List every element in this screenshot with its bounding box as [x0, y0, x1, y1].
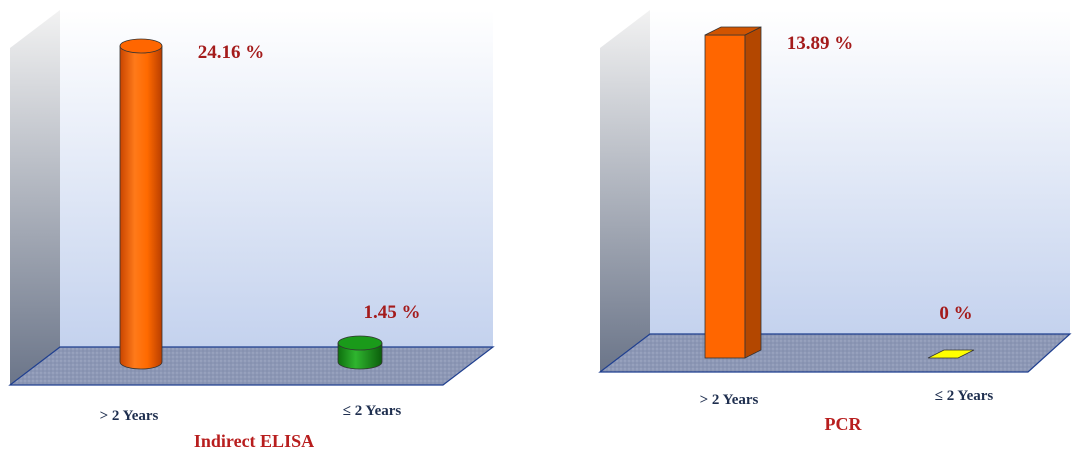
pcr-bar-top-2: [927, 349, 975, 359]
pcr-value-label-1: 13.89 %: [787, 33, 854, 54]
elisa-bar-top-1: [119, 38, 163, 54]
pcr-bar-side-1: [744, 26, 762, 359]
elisa-bar-top-2: [337, 335, 383, 351]
pcr-bar-1: [704, 34, 746, 359]
pcr-chart-frame: [598, 10, 1072, 373]
elisa-value-label-1: 24.16 %: [198, 42, 265, 63]
elisa-category-label-1: > 2 Years: [100, 408, 159, 424]
pcr-category-label-1: > 2 Years: [700, 392, 759, 408]
pcr-bar-top-1: [704, 26, 762, 36]
pcr-category-label-2: ≤ 2 Years: [935, 388, 994, 404]
elisa-floor: [8, 346, 495, 386]
elisa-bar-2: [337, 342, 383, 370]
chart-marks: [119, 26, 975, 370]
elisa-category-label-2: ≤ 2 Years: [343, 403, 402, 419]
pcr-chart-title: PCR: [825, 414, 863, 434]
pcr-value-label-2: 0 %: [939, 303, 972, 324]
elisa-side-wall: [10, 10, 60, 385]
elisa-chart-title: Indirect ELISA: [194, 431, 314, 449]
pcr-side-wall: [600, 10, 650, 372]
elisa-bar-1: [119, 45, 163, 370]
pcr-floor: [598, 333, 1072, 373]
elisa-chart-frame: [8, 10, 495, 386]
elisa-value-label-2: 1.45 %: [364, 302, 421, 323]
